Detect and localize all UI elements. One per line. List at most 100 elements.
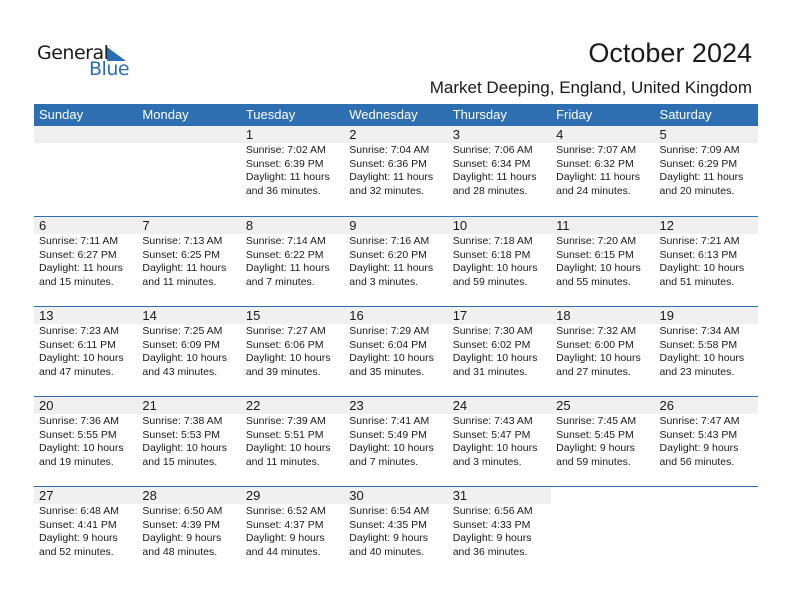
sunset-text: Sunset: 6:18 PM bbox=[452, 248, 531, 261]
day-band bbox=[137, 126, 241, 143]
daylight1-text: Daylight: 10 hours bbox=[142, 442, 228, 454]
day-number: 19 bbox=[654, 307, 758, 324]
sunrise-text: Sunrise: 7:20 AM bbox=[556, 235, 637, 247]
daylight2-text: and 20 minutes. bbox=[659, 184, 735, 197]
day-number: 22 bbox=[240, 397, 345, 414]
daylight1-text: Daylight: 9 hours bbox=[556, 442, 635, 454]
daylight1-text: Daylight: 10 hours bbox=[556, 352, 641, 364]
calendar-grid: Sunday Monday Tuesday Wednesday Thursday Frid… bbox=[34, 104, 758, 576]
day-cell: 22 Sunrise: 7:39 AM Sunset: 5:51 PM Dayligh… bbox=[240, 397, 345, 486]
sunset-text: Sunset: 6:36 PM bbox=[349, 157, 427, 170]
daylight2-text: and 27 minutes. bbox=[556, 365, 631, 378]
sunrise-text: Sunrise: 7:21 AM bbox=[659, 235, 740, 247]
day-cell: 9 Sunrise: 7:16 AM Sunset: 6:20 PM Daylight… bbox=[344, 217, 448, 306]
week-row: 13 Sunrise: 7:23 AM Sunset: 6:11 PM Dayligh… bbox=[34, 306, 758, 396]
daylight1-text: Daylight: 11 hours bbox=[452, 171, 537, 183]
day-cell: 4 Sunrise: 7:07 AM Sunset: 6:32 PM Daylight… bbox=[551, 126, 655, 216]
sunset-text: Sunset: 6:15 PM bbox=[556, 248, 634, 261]
sunrise-text: Sunrise: 7:43 AM bbox=[452, 415, 533, 427]
sunrise-text: Sunrise: 7:38 AM bbox=[142, 415, 223, 427]
sunrise-text: Sunrise: 7:23 AM bbox=[39, 325, 119, 337]
daylight1-text: Daylight: 11 hours bbox=[659, 171, 744, 183]
sunset-text: Sunset: 6:27 PM bbox=[39, 248, 117, 261]
daylight2-text: and 47 minutes. bbox=[39, 365, 114, 378]
sunset-text: Sunset: 5:55 PM bbox=[39, 428, 117, 441]
sunset-text: Sunset: 5:53 PM bbox=[142, 428, 221, 441]
sunrise-text: Sunrise: 7:27 AM bbox=[245, 325, 326, 337]
sunrise-text: Sunrise: 7:45 AM bbox=[556, 415, 637, 427]
day-cell: 14 Sunrise: 7:25 AM Sunset: 6:09 PM Dayligh… bbox=[137, 307, 241, 396]
daylight2-text: and 36 minutes. bbox=[452, 545, 528, 558]
sunset-text: Sunset: 6:02 PM bbox=[452, 338, 531, 351]
day-cell: 19 Sunrise: 7:34 AM Sunset: 5:58 PM Dayligh… bbox=[654, 307, 758, 396]
day-number: 6 bbox=[34, 217, 138, 234]
weekday-monday: Monday bbox=[142, 107, 189, 122]
daylight1-text: Daylight: 10 hours bbox=[245, 352, 331, 364]
daylight1-text: Daylight: 11 hours bbox=[556, 171, 640, 183]
day-number: 29 bbox=[240, 487, 345, 504]
day-cell: 6 Sunrise: 7:11 AM Sunset: 6:27 PM Daylight… bbox=[34, 217, 138, 306]
daylight1-text: Daylight: 11 hours bbox=[349, 171, 434, 183]
day-number: 24 bbox=[447, 397, 552, 414]
day-cell: 16 Sunrise: 7:29 AM Sunset: 6:04 PM Dayligh… bbox=[344, 307, 448, 396]
sunrise-text: Sunrise: 7:16 AM bbox=[349, 235, 430, 247]
sunset-text: Sunset: 4:39 PM bbox=[142, 518, 221, 531]
sunset-text: Sunset: 4:41 PM bbox=[39, 518, 117, 531]
daylight1-text: Daylight: 10 hours bbox=[39, 442, 124, 454]
sunrise-text: Sunrise: 7:32 AM bbox=[556, 325, 637, 337]
day-number: 27 bbox=[34, 487, 138, 504]
generalblue-logo: General Blue bbox=[37, 42, 137, 82]
sunset-text: Sunset: 6:04 PM bbox=[349, 338, 427, 351]
day-number: 5 bbox=[654, 126, 758, 143]
sunrise-text: Sunrise: 7:14 AM bbox=[245, 235, 326, 247]
sunset-text: Sunset: 6:32 PM bbox=[556, 157, 634, 170]
sunrise-text: Sunrise: 7:39 AM bbox=[245, 415, 326, 427]
calendar-body: 1 Sunrise: 7:02 AM Sunset: 6:39 PM Daylight… bbox=[34, 126, 758, 576]
daylight1-text: Daylight: 9 hours bbox=[452, 532, 532, 544]
week-row: 1 Sunrise: 7:02 AM Sunset: 6:39 PM Daylight… bbox=[34, 126, 758, 216]
daylight2-text: and 3 minutes. bbox=[452, 455, 522, 468]
daylight2-text: and 24 minutes. bbox=[556, 184, 631, 197]
day-band bbox=[34, 126, 138, 143]
day-number: 30 bbox=[344, 487, 448, 504]
weekday-wednesday: Wednesday bbox=[349, 107, 418, 122]
day-cell: 31 Sunrise: 6:56 AM Sunset: 4:33 PM Dayligh… bbox=[447, 487, 552, 576]
sunset-text: Sunset: 4:33 PM bbox=[452, 518, 531, 531]
sunrise-text: Sunrise: 6:50 AM bbox=[142, 505, 223, 517]
day-number: 31 bbox=[447, 487, 552, 504]
daylight2-text: and 39 minutes. bbox=[245, 365, 321, 378]
daylight2-text: and 51 minutes. bbox=[659, 275, 735, 288]
daylight1-text: Daylight: 10 hours bbox=[142, 352, 228, 364]
day-number: 4 bbox=[551, 126, 655, 143]
daylight2-text: and 35 minutes. bbox=[349, 365, 424, 378]
daylight2-text: and 7 minutes. bbox=[245, 275, 315, 288]
daylight2-text: and 43 minutes. bbox=[142, 365, 218, 378]
sunset-text: Sunset: 6:22 PM bbox=[245, 248, 324, 261]
day-cell: 20 Sunrise: 7:36 AM Sunset: 5:55 PM Dayligh… bbox=[34, 397, 138, 486]
sunrise-text: Sunrise: 6:56 AM bbox=[452, 505, 533, 517]
daylight2-text: and 28 minutes. bbox=[452, 184, 528, 197]
day-number: 28 bbox=[137, 487, 241, 504]
daylight2-text: and 36 minutes. bbox=[245, 184, 321, 197]
week-row: 20 Sunrise: 7:36 AM Sunset: 5:55 PM Dayligh… bbox=[34, 396, 758, 486]
day-cell: 17 Sunrise: 7:30 AM Sunset: 6:02 PM Dayligh… bbox=[447, 307, 552, 396]
sunset-text: Sunset: 6:06 PM bbox=[245, 338, 324, 351]
sunrise-text: Sunrise: 6:54 AM bbox=[349, 505, 430, 517]
daylight1-text: Daylight: 10 hours bbox=[556, 262, 641, 274]
sunset-text: Sunset: 6:20 PM bbox=[349, 248, 427, 261]
day-cell: 8 Sunrise: 7:14 AM Sunset: 6:22 PM Daylight… bbox=[240, 217, 345, 306]
daylight2-text: and 3 minutes. bbox=[349, 275, 419, 288]
day-cell: 11 Sunrise: 7:20 AM Sunset: 6:15 PM Dayligh… bbox=[551, 217, 655, 306]
day-number: 18 bbox=[551, 307, 655, 324]
day-number: 17 bbox=[447, 307, 552, 324]
day-number: 13 bbox=[34, 307, 138, 324]
day-cell: 18 Sunrise: 7:32 AM Sunset: 6:00 PM Dayligh… bbox=[551, 307, 655, 396]
daylight2-text: and 48 minutes. bbox=[142, 545, 218, 558]
empty-cell bbox=[137, 126, 241, 216]
sunrise-text: Sunrise: 7:06 AM bbox=[452, 144, 533, 156]
daylight1-text: Daylight: 10 hours bbox=[349, 352, 434, 364]
daylight2-text: and 11 minutes. bbox=[245, 455, 320, 468]
daylight1-text: Daylight: 10 hours bbox=[452, 262, 538, 274]
sunset-text: Sunset: 4:35 PM bbox=[349, 518, 427, 531]
